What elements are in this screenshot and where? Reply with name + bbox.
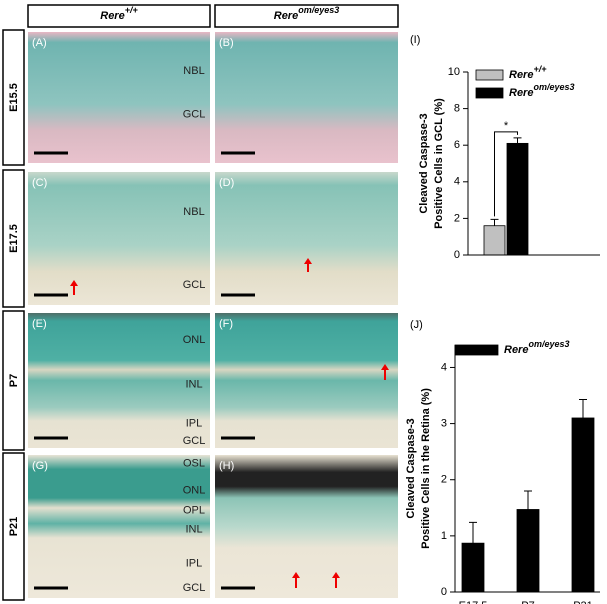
- layer-label: INL: [185, 378, 202, 390]
- layer-label: GCL: [183, 582, 206, 594]
- arrow-head: [292, 572, 300, 578]
- column-header: Rereom/eyes3: [274, 5, 340, 22]
- layer-label: OPL: [183, 505, 205, 517]
- row-label: E17.5: [8, 224, 20, 253]
- column-header-box: [27, 4, 211, 28]
- bar: [461, 542, 485, 593]
- panel-label: (F): [219, 318, 233, 330]
- layer-label: IPL: [186, 558, 203, 570]
- y-axis-label: Positive Cells in GCL (%): [433, 98, 445, 229]
- arrow-head: [304, 258, 312, 264]
- y-tick-label: 3: [441, 417, 447, 429]
- error-bar: [524, 490, 532, 510]
- legend-superscript: om/eyes3: [533, 82, 574, 92]
- legend-superscript: om/eyes3: [528, 339, 569, 349]
- bar: [516, 509, 540, 593]
- layer-label: IPL: [186, 418, 203, 430]
- y-axis-label: Positive Cells in the Retina (%): [420, 388, 432, 549]
- error-bar: [469, 521, 477, 544]
- panel-label: (C): [32, 177, 47, 189]
- legend-superscript: +/+: [533, 64, 547, 74]
- layer-label: GCL: [183, 108, 206, 120]
- x-tick-label: P21: [573, 600, 593, 604]
- error-bar: [579, 398, 587, 418]
- y-axis-label: Cleaved Caspase-3: [405, 418, 417, 518]
- layer-label: OSL: [183, 457, 205, 469]
- arrow-head: [381, 364, 389, 370]
- y-tick-label: 2: [454, 212, 460, 224]
- y-tick-label: 4: [441, 361, 447, 373]
- arrow-head: [332, 572, 340, 578]
- legend-entry: Rere+/+: [509, 64, 547, 81]
- panel-label: (B): [219, 37, 234, 49]
- column-header-box: [214, 4, 399, 28]
- y-tick-label: 2: [441, 474, 447, 486]
- legend-swatch: [454, 344, 499, 356]
- layer-label: INL: [185, 523, 202, 535]
- arrow-head: [70, 280, 78, 286]
- x-tick-label: P7: [521, 600, 534, 604]
- header-superscript: +/+: [125, 5, 139, 15]
- column-header: Rere+/+: [100, 5, 138, 22]
- y-tick-label: 10: [448, 66, 460, 78]
- micrograph: [28, 172, 210, 305]
- layer-label: GCL: [183, 435, 206, 447]
- micrograph: [28, 455, 210, 598]
- layer-label: ONL: [183, 334, 206, 346]
- y-tick-label: 1: [441, 530, 447, 542]
- micrograph: [28, 32, 210, 163]
- panel-label: (I): [410, 34, 420, 46]
- row-label: P21: [8, 517, 20, 537]
- row-label-box: [2, 169, 25, 308]
- y-tick-label: 0: [454, 249, 460, 261]
- bar: [506, 142, 529, 256]
- micrograph: [215, 32, 398, 163]
- significance-label: *: [504, 120, 509, 132]
- legend-swatch: [475, 87, 504, 99]
- error-bar: [513, 137, 522, 144]
- row-label: P7: [8, 374, 20, 387]
- y-tick-label: 4: [454, 176, 460, 188]
- layer-label: ONL: [183, 485, 206, 497]
- panel-label: (E): [32, 318, 47, 330]
- layer-label: NBL: [183, 65, 204, 77]
- row-label-box: [2, 29, 25, 166]
- y-tick-label: 0: [441, 586, 447, 598]
- y-tick-label: 8: [454, 103, 460, 115]
- micrograph: [28, 313, 210, 448]
- panel-label: (H): [219, 460, 234, 472]
- micrograph: [215, 313, 398, 448]
- panel-label: (A): [32, 37, 47, 49]
- layer-label: NBL: [183, 206, 204, 218]
- legend-name: Rere: [509, 87, 533, 99]
- micrograph-grid: Rere+/+ Rereom/eyes3E15.5(A)NBLGCL(B)E17.…: [2, 4, 399, 601]
- layer-label: GCL: [183, 279, 206, 291]
- legend-entry: Rereom/eyes3: [509, 82, 575, 99]
- row-label-box: [2, 310, 25, 451]
- micrograph: [215, 172, 398, 305]
- header-text: Rere: [274, 10, 298, 22]
- y-tick-label: 6: [454, 139, 460, 151]
- header-superscript: om/eyes3: [298, 5, 339, 15]
- legend-swatch: [475, 69, 504, 81]
- legend-name: Rere: [509, 69, 533, 81]
- header-text: Rere: [100, 10, 124, 22]
- micrograph: [215, 455, 398, 598]
- legend-name: Rere: [504, 344, 528, 356]
- row-label-box: [2, 452, 25, 601]
- panel-label: (D): [219, 177, 234, 189]
- row-label: E15.5: [8, 83, 20, 112]
- x-tick-label: E17.5: [459, 600, 488, 604]
- error-bar: [490, 218, 499, 226]
- bar: [483, 225, 506, 256]
- bar: [571, 417, 595, 593]
- legend-entry: Rereom/eyes3: [504, 339, 570, 356]
- y-axis-label: Cleaved Caspase-3: [418, 113, 430, 213]
- significance-bracket: [494, 131, 518, 217]
- panel-label: (J): [410, 319, 423, 331]
- panel-label: (G): [32, 460, 48, 472]
